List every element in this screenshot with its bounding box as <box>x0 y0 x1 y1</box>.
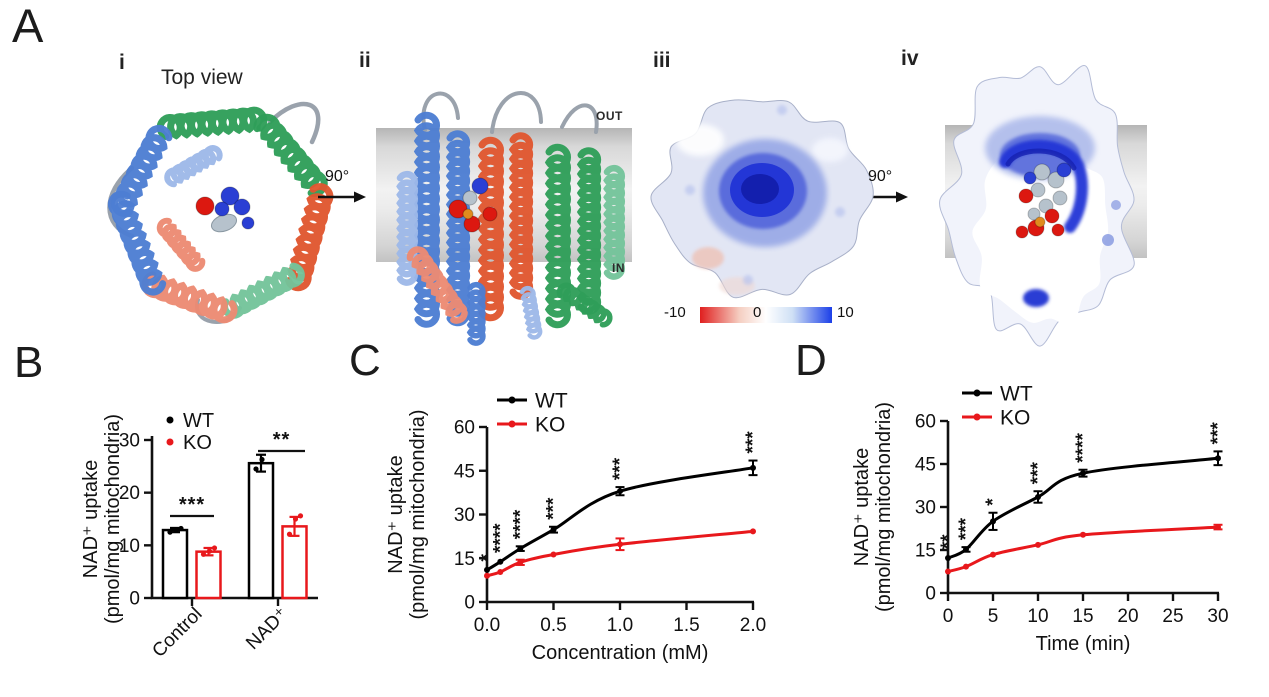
colorbar-min-label: -10 <box>664 304 686 321</box>
svg-text:Concentration (mM): Concentration (mM) <box>532 642 709 664</box>
svg-text:0: 0 <box>943 606 954 627</box>
svg-text:15: 15 <box>1072 606 1093 627</box>
ligand-spheres-top-view <box>195 186 255 233</box>
svg-text:15: 15 <box>915 541 936 562</box>
structure-top-view-ribbon <box>107 101 334 324</box>
svg-text:WT: WT <box>1000 383 1033 406</box>
electrostatic-colorbar <box>700 307 832 323</box>
colorbar-mid-label: 0 <box>753 304 762 321</box>
svg-text:Control: Control <box>148 604 206 662</box>
top-view-title: Top view <box>161 66 243 89</box>
panel-a-label: A <box>12 0 44 52</box>
svg-text:1.5: 1.5 <box>673 615 699 636</box>
view-label-i: i <box>119 51 125 74</box>
svg-text:***: *** <box>1208 422 1229 445</box>
svg-text:20: 20 <box>1117 606 1138 627</box>
svg-text:NAD⁺ uptake: NAD⁺ uptake <box>385 455 407 573</box>
svg-text:****: **** <box>490 523 511 553</box>
svg-text:***: *** <box>179 494 205 516</box>
svg-text:KO: KO <box>1000 407 1030 430</box>
svg-text:30: 30 <box>119 431 140 452</box>
svg-text:***: *** <box>610 457 631 480</box>
view-label-iv: iv <box>901 47 919 70</box>
svg-text:30: 30 <box>915 498 936 519</box>
svg-text:**: ** <box>938 534 959 549</box>
panel-b-label: B <box>14 338 44 387</box>
svg-text:20: 20 <box>119 483 140 504</box>
svg-text:30: 30 <box>1207 606 1228 627</box>
time-course-line-chart: 0 15 30 45 60 0 5 10 15 20 25 30 Time (min) NAD⁺ upta… <box>851 383 1229 656</box>
svg-text:2.0: 2.0 <box>740 615 766 636</box>
svg-text:****: **** <box>1073 433 1094 463</box>
svg-text:30: 30 <box>454 505 475 526</box>
ligand-spheres-side-view <box>448 177 498 233</box>
svg-text:1.0: 1.0 <box>607 615 633 636</box>
svg-text:10: 10 <box>119 536 140 557</box>
svg-text:***: *** <box>956 517 977 540</box>
svg-text:0: 0 <box>464 593 475 614</box>
panel-d-label: D <box>795 336 827 385</box>
rotation-angle-label-2: 90° <box>868 168 893 185</box>
svg-text:60: 60 <box>454 418 475 439</box>
svg-text:WT: WT <box>535 390 568 413</box>
svg-text:(pmol/mg mitochondria): (pmol/mg mitochondria) <box>407 409 429 619</box>
svg-text:NAD⁺ uptake: NAD⁺ uptake <box>851 448 873 566</box>
svg-text:***: *** <box>1028 461 1049 484</box>
colorbar-max-label: 10 <box>837 304 854 321</box>
svg-text:0: 0 <box>129 589 140 610</box>
membrane-out-label: OUT <box>596 109 623 123</box>
svg-text:*: * <box>477 553 498 561</box>
ligand-spheres-cutaway <box>1015 162 1072 239</box>
rotation-angle-label-1: 90° <box>325 168 350 185</box>
svg-text:**: ** <box>273 429 291 451</box>
svg-text:KO: KO <box>535 414 565 437</box>
svg-text:10: 10 <box>1027 606 1048 627</box>
panel-a-structures <box>107 65 1147 347</box>
svg-text:5: 5 <box>988 606 999 627</box>
svg-text:0.5: 0.5 <box>540 615 566 636</box>
svg-text:45: 45 <box>454 461 475 482</box>
electrostatic-surface-top <box>650 99 874 299</box>
view-label-iii: iii <box>653 49 671 72</box>
membrane-in-label: IN <box>612 261 625 275</box>
svg-text:Time (min): Time (min) <box>1036 633 1131 655</box>
electrostatic-surface-cutaway <box>939 65 1135 347</box>
svg-text:WT: WT <box>183 410 214 432</box>
svg-text:***: *** <box>743 431 764 454</box>
svg-text:60: 60 <box>915 412 936 433</box>
panel-c-label: C <box>349 336 381 385</box>
svg-text:0.0: 0.0 <box>474 615 500 636</box>
svg-text:***: *** <box>544 497 565 520</box>
concentration-dose-line-chart: 0 15 30 45 60 0.0 0.5 1.0 1.5 2.0 Concentration (m… <box>385 390 766 665</box>
structure-side-view-ribbon <box>396 91 626 346</box>
svg-text:25: 25 <box>1162 606 1183 627</box>
svg-text:KO: KO <box>183 432 212 454</box>
svg-text:NAD⁺: NAD⁺ <box>242 604 292 654</box>
svg-text:NAD⁺ uptake: NAD⁺ uptake <box>80 460 102 578</box>
svg-text:****: **** <box>510 509 531 539</box>
svg-text:(pmol/mg mitochondria): (pmol/mg mitochondria) <box>873 402 895 612</box>
svg-text:15: 15 <box>454 549 475 570</box>
view-label-ii: ii <box>359 49 371 72</box>
svg-text:0: 0 <box>925 584 936 605</box>
svg-text:(pmol/mg mitochondria): (pmol/mg mitochondria) <box>102 414 124 624</box>
svg-text:45: 45 <box>915 455 936 476</box>
svg-text:*: * <box>983 498 1004 506</box>
